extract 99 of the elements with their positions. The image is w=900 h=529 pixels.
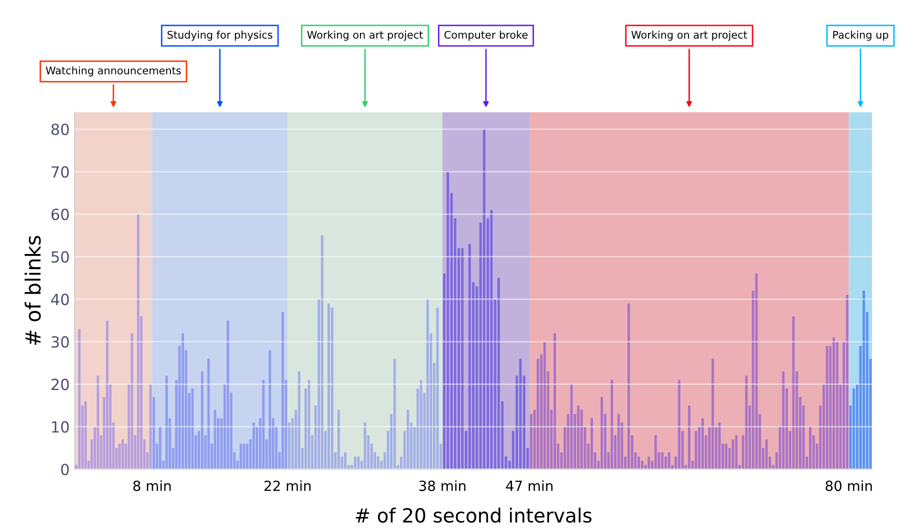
- bar: [240, 444, 242, 470]
- band-label: Working on art project: [307, 30, 423, 41]
- bar: [106, 320, 108, 470]
- bar: [268, 350, 272, 470]
- bar: [461, 248, 464, 470]
- bar: [519, 358, 522, 470]
- bar: [149, 384, 152, 470]
- bar: [136, 214, 140, 470]
- bar: [490, 210, 493, 470]
- bar: [393, 358, 396, 470]
- bar: [262, 380, 265, 470]
- bar: [200, 371, 204, 470]
- x-tick-label: 22 min: [264, 480, 311, 491]
- bar: [554, 333, 556, 470]
- bar: [354, 456, 356, 470]
- y-tick-label: 40: [51, 294, 69, 306]
- bar: [78, 328, 81, 470]
- y-tick-label: 20: [52, 378, 69, 390]
- bar: [165, 376, 168, 470]
- bar: [688, 405, 690, 470]
- bar: [648, 456, 650, 470]
- bar: [152, 396, 155, 470]
- y-tick-label: 10: [52, 421, 69, 433]
- bar: [420, 380, 422, 470]
- bar: [668, 452, 670, 470]
- band-label: Computer broke: [444, 30, 528, 41]
- x-tick-label: 38 min: [419, 480, 466, 492]
- bar: [121, 439, 124, 470]
- bar: [182, 333, 184, 470]
- bar: [376, 456, 380, 470]
- bar: [320, 235, 324, 470]
- bar: [809, 426, 812, 470]
- bar: [735, 435, 738, 470]
- bar: [96, 376, 100, 470]
- bar: [226, 320, 230, 470]
- bar: [664, 456, 667, 470]
- bar: [252, 422, 255, 470]
- y-axis-title: # of blinks: [24, 236, 41, 345]
- bar: [724, 444, 728, 470]
- x-tick-label: 8 min: [133, 480, 171, 492]
- bar: [745, 376, 748, 470]
- band-label: Packing up: [833, 30, 888, 41]
- y-tick-label: 30: [52, 336, 69, 348]
- bar: [468, 244, 471, 470]
- bar: [638, 456, 640, 470]
- bar: [543, 342, 546, 470]
- bar: [782, 371, 785, 470]
- bar: [852, 388, 856, 470]
- band-label: Watching announcements: [46, 66, 181, 76]
- bar: [792, 316, 795, 470]
- bar: [530, 414, 532, 470]
- bar: [246, 444, 248, 470]
- bar: [158, 426, 162, 470]
- bar: [832, 337, 835, 470]
- bar: [282, 312, 284, 470]
- bar: [610, 380, 614, 470]
- x-axis-title: # of 20 second intervals: [356, 508, 592, 523]
- bar: [328, 303, 330, 470]
- y-tick-label: 80: [51, 124, 69, 136]
- y-tick-label: 0: [61, 464, 69, 476]
- bar: [344, 452, 346, 470]
- bar: [654, 435, 657, 470]
- bar: [836, 342, 838, 470]
- bar: [357, 456, 360, 470]
- bar: [600, 396, 604, 470]
- bar: [298, 371, 300, 470]
- bar: [617, 414, 620, 470]
- bar: [118, 444, 121, 470]
- bar: [846, 294, 848, 470]
- x-tick-label: 47 min: [506, 480, 552, 491]
- bar: [590, 418, 593, 470]
- bar: [242, 444, 246, 470]
- bar: [628, 303, 630, 470]
- y-tick-label: 50: [52, 251, 69, 263]
- y-tick-label: 70: [52, 166, 69, 178]
- bar: [701, 418, 704, 470]
- bar: [482, 129, 486, 470]
- bar: [826, 346, 828, 470]
- bar: [406, 410, 410, 470]
- bar: [330, 308, 334, 470]
- bar: [678, 380, 680, 470]
- bar: [712, 358, 714, 470]
- bar: [536, 358, 540, 470]
- bar: [288, 422, 290, 470]
- x-tick-label: 80 min: [826, 480, 872, 492]
- bar: [755, 274, 758, 470]
- bar: [426, 299, 429, 470]
- bar: [862, 290, 865, 470]
- bar: [337, 410, 340, 470]
- y-tick-label: 60: [51, 208, 69, 220]
- bar: [640, 460, 644, 470]
- bar: [497, 278, 500, 470]
- bar: [580, 410, 583, 470]
- bar: [661, 452, 664, 470]
- bar: [732, 439, 734, 470]
- band-label: Working on art project: [631, 30, 748, 41]
- band-label: Studying for physics: [168, 30, 272, 41]
- bar: [446, 172, 450, 470]
- bar: [577, 405, 580, 470]
